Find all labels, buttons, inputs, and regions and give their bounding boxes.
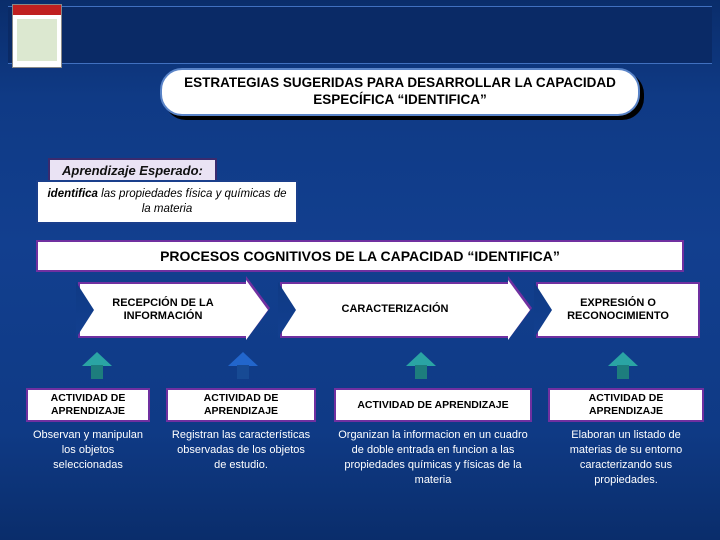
procesos-header: PROCESOS COGNITIVOS DE LA CAPACIDAD “IDE… <box>36 240 684 272</box>
proc-step-label: EXPRESIÓN O RECONOCIMIENTO <box>536 282 700 338</box>
up-arrow-icon <box>82 352 112 380</box>
actividad-body: Registran las características observadas… <box>166 428 316 473</box>
actividad-header: ACTIVIDAD DE APRENDIZAJE <box>548 388 704 422</box>
slide-title: ESTRATEGIAS SUGERIDAS PARA DESARROLLAR L… <box>160 68 640 116</box>
up-arrow-icon <box>608 352 638 380</box>
actividad-body: Elaboran un listado de materias de su en… <box>548 428 704 487</box>
thumbnail-image <box>12 4 62 68</box>
proc-row: RECEPCIÓN DE LA INFORMACIÓN CARACTERIZACI… <box>28 278 696 342</box>
proc-step: EXPRESIÓN O RECONOCIMIENTO <box>536 278 700 342</box>
proc-step-label: RECEPCIÓN DE LA INFORMACIÓN <box>78 282 248 338</box>
actividad-header: ACTIVIDAD DE APRENDIZAJE <box>166 388 316 422</box>
actividad-body: Observan y manipulan los objetos selecci… <box>26 428 150 473</box>
up-arrow-icon <box>406 352 436 380</box>
aprendizaje-box: identifica las propiedades física y quím… <box>36 180 298 224</box>
aprendizaje-rest: las propiedades física y químicas de la … <box>98 188 287 215</box>
up-arrow-icon <box>228 352 258 380</box>
proc-step: RECEPCIÓN DE LA INFORMACIÓN <box>78 278 248 342</box>
actividad-body: Organizan la informacion en un cuadro de… <box>334 428 532 487</box>
proc-step-label: CARACTERIZACIÓN <box>280 282 510 338</box>
proc-step: CARACTERIZACIÓN <box>280 278 510 342</box>
aprendizaje-bold: identifica <box>47 188 97 200</box>
header-strip <box>8 6 712 64</box>
actividad-header: ACTIVIDAD DE APRENDIZAJE <box>334 388 532 422</box>
title-container: ESTRATEGIAS SUGERIDAS PARA DESARROLLAR L… <box>160 68 640 116</box>
actividad-header: ACTIVIDAD DE APRENDIZAJE <box>26 388 150 422</box>
